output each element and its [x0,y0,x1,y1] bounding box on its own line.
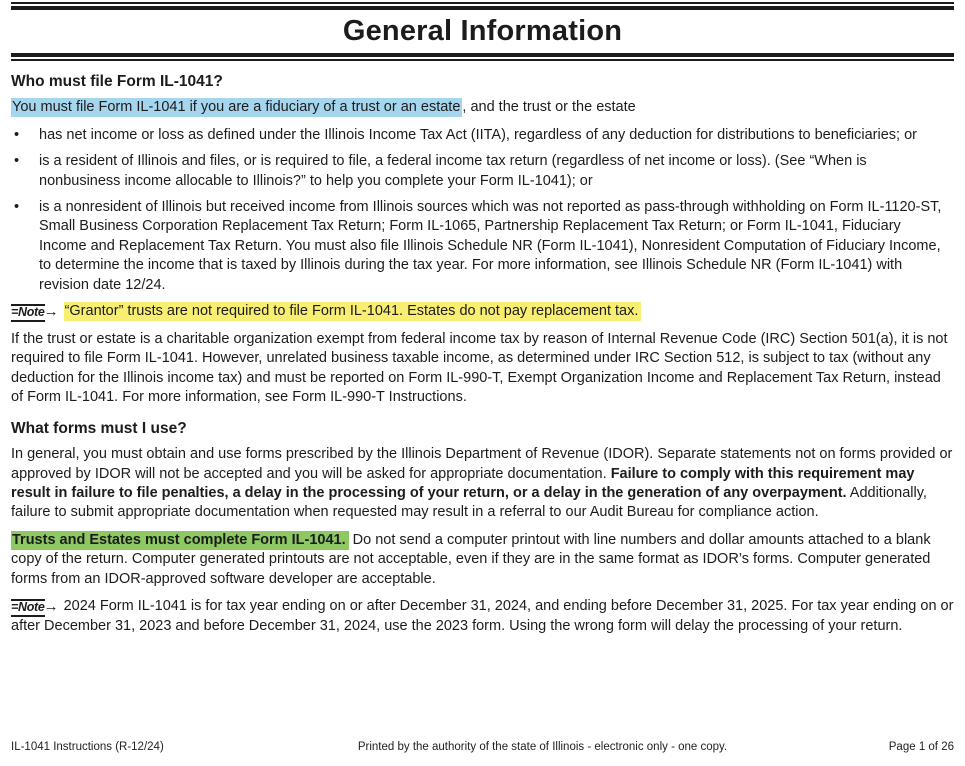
top-thick-rule [11,6,954,10]
note-arrow-icon: → [43,303,59,321]
note-tax-year: =Note→ 2024 Form IL-1041 is for tax year … [11,597,954,636]
requirements-bullet-list: • has net income or loss as defined unde… [11,126,954,295]
page-title: General Information [342,15,623,47]
charitable-organization-paragraph: If the trust or estate is a charitable o… [11,331,948,406]
bullet-text: is a nonresident of Illinois but receive… [39,199,942,293]
failure-to-comply-bold-text: Failure to comply with this requirement … [11,465,915,501]
forms-paragraph-text-2: Additionally, failure to submit appropri… [11,484,927,521]
note-arrow-icon: → [43,597,59,615]
bullet-item-net-income: • has net income or loss as defined unde… [11,126,954,145]
footer-page-number: Page 1 of 26 [888,741,954,753]
green-highlighted-text: Trusts and Estates must complete Form IL… [11,530,349,550]
trusts-estates-paragraph: Trusts and Estates must complete Form IL… [11,530,954,589]
yellow-highlighted-text: “Grantor” trusts are not required to fil… [63,302,642,322]
note-grantor-trusts: =Note→ “Grantor” trusts are not required … [11,302,954,323]
title-band: General Information [11,2,954,61]
bottom-thin-rule [11,59,954,61]
section-heading-who-must-file: Who must file Form IL-1041? [11,73,223,90]
document-page: General Information Who must file Form I… [11,2,954,636]
bottom-thick-rule [11,53,954,57]
bullet-marker: • [14,126,20,143]
forms-paragraph-text: In general, you must obtain and use form… [11,446,953,482]
note-icon: =Note [11,304,45,323]
bullet-item-nonresident: • is a nonresident of Illinois but recei… [11,198,954,295]
top-thin-rule [11,2,954,4]
bullet-text: is a resident of Illinois and files, or … [39,153,867,189]
footer-form-id: IL-1041 Instructions (R-12/24) [11,741,164,753]
bullet-marker: • [14,153,20,170]
bullet-marker: • [14,199,20,216]
page-footer: IL-1041 Instructions (R-12/24) Printed b… [11,740,954,754]
blue-highlighted-text: You must file Form IL-1041 if you are a … [11,98,463,118]
bullet-text: has net income or loss as defined under … [39,126,917,143]
section-heading-what-forms: What forms must I use? [11,419,187,437]
bullet-item-resident: • is a resident of Illinois and files, o… [11,152,954,191]
tax-year-note-text: 2024 Form IL-1041 is for tax year ending… [11,597,954,634]
forms-required-paragraph: In general, you must obtain and use form… [11,445,954,523]
footer-print-authority: Printed by the authority of the state of… [357,741,728,753]
intro-paragraph: You must file Form IL-1041 if you are a … [11,98,954,118]
note-icon: =Note [11,598,45,617]
intro-rest-text: , and the trust or the estate [462,99,636,116]
computer-printout-text: Do not send a computer printout with lin… [11,531,931,587]
